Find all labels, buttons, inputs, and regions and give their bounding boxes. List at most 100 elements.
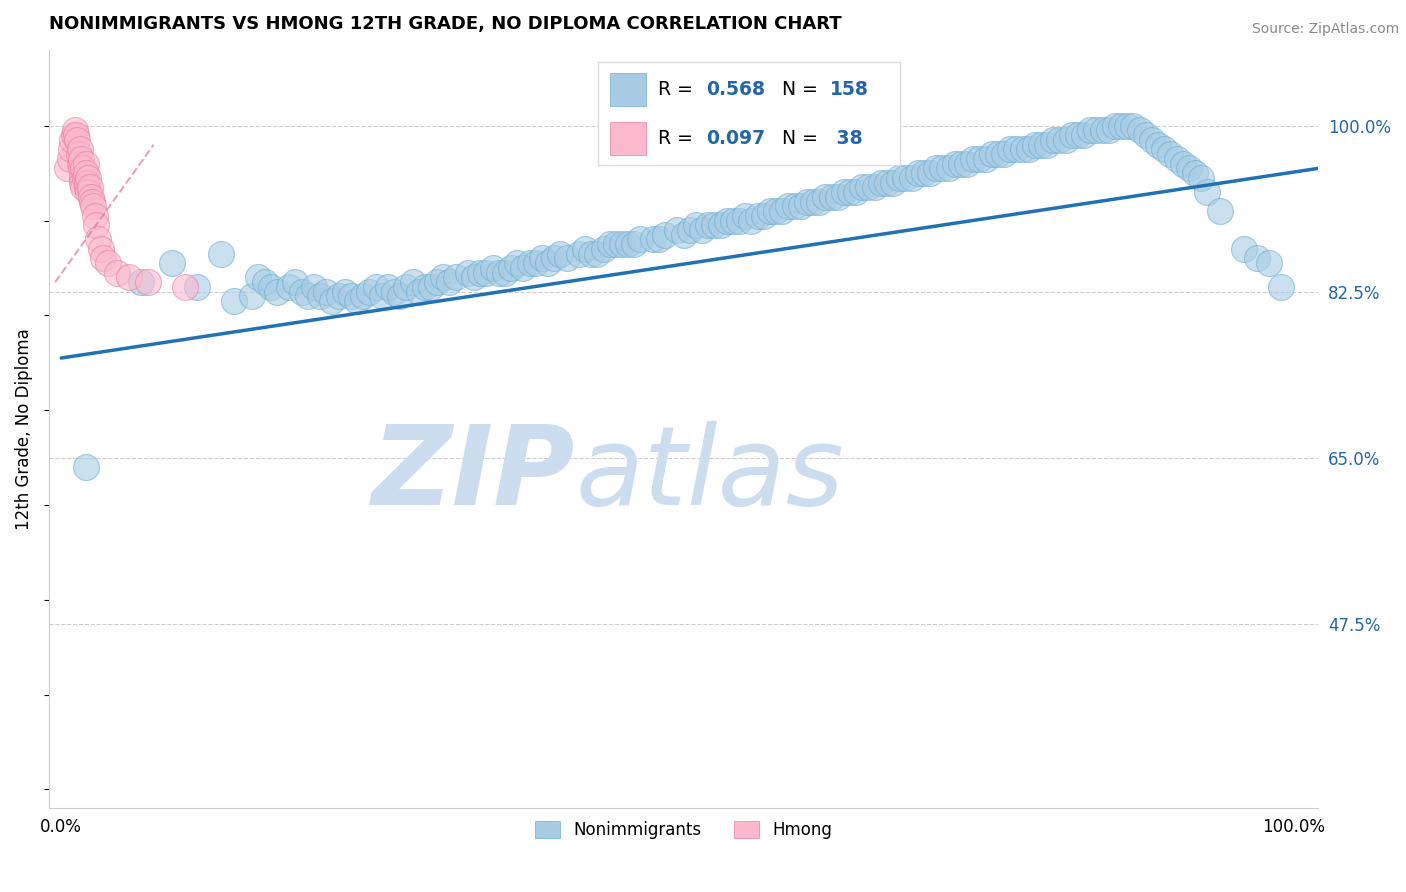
- Point: [284, 275, 307, 289]
- Point: [382, 285, 405, 299]
- Point: [90, 242, 112, 256]
- Point: [605, 237, 627, 252]
- Point: [76, 176, 98, 190]
- Text: R =: R =: [658, 128, 693, 148]
- Point: [993, 147, 1015, 161]
- Text: atlas: atlas: [575, 421, 845, 528]
- Point: [377, 280, 399, 294]
- Text: NONIMMIGRANTS VS HMONG 12TH GRADE, NO DIPLOMA CORRELATION CHART: NONIMMIGRANTS VS HMONG 12TH GRADE, NO DI…: [49, 15, 842, 33]
- Point: [346, 294, 368, 309]
- Point: [550, 246, 572, 260]
- Point: [253, 275, 276, 289]
- Point: [1171, 156, 1194, 170]
- Point: [858, 180, 880, 194]
- Point: [84, 219, 107, 233]
- Point: [690, 223, 713, 237]
- Point: [1060, 128, 1083, 143]
- Point: [69, 142, 91, 156]
- Point: [501, 260, 523, 275]
- Text: 158: 158: [831, 79, 869, 99]
- Point: [863, 180, 886, 194]
- Point: [266, 285, 288, 299]
- Point: [1258, 256, 1281, 270]
- Point: [851, 180, 873, 194]
- Legend: Nonimmigrants, Hmong: Nonimmigrants, Hmong: [529, 814, 839, 846]
- Point: [426, 275, 449, 289]
- Point: [60, 133, 83, 147]
- Point: [359, 285, 381, 299]
- Point: [370, 289, 392, 303]
- Point: [1091, 123, 1114, 137]
- Text: ZIP: ZIP: [373, 421, 575, 528]
- Point: [401, 275, 423, 289]
- Point: [900, 170, 922, 185]
- Point: [586, 246, 609, 260]
- Point: [630, 232, 652, 246]
- Point: [72, 180, 94, 194]
- Point: [1233, 242, 1256, 256]
- Point: [364, 280, 387, 294]
- Point: [845, 185, 868, 199]
- Point: [925, 161, 948, 176]
- Point: [173, 280, 195, 294]
- Point: [1042, 133, 1064, 147]
- Point: [666, 223, 689, 237]
- Point: [931, 161, 953, 176]
- Point: [278, 280, 301, 294]
- Point: [77, 185, 100, 199]
- Point: [408, 285, 430, 299]
- Point: [352, 289, 374, 303]
- Point: [1078, 123, 1101, 137]
- Point: [716, 213, 738, 227]
- Point: [1104, 119, 1126, 133]
- Point: [672, 227, 695, 242]
- Point: [1197, 185, 1219, 199]
- Point: [1189, 170, 1212, 185]
- Point: [65, 128, 87, 143]
- Point: [105, 266, 128, 280]
- Point: [1122, 119, 1144, 133]
- Point: [297, 289, 319, 303]
- Point: [1011, 142, 1033, 156]
- Point: [506, 256, 529, 270]
- Y-axis label: 12th Grade, No Diploma: 12th Grade, No Diploma: [15, 328, 32, 530]
- Bar: [610, 122, 645, 155]
- Point: [87, 232, 110, 246]
- Point: [75, 156, 97, 170]
- Point: [1085, 123, 1108, 137]
- Point: [654, 227, 676, 242]
- Point: [752, 209, 775, 223]
- Point: [247, 270, 270, 285]
- Point: [747, 209, 769, 223]
- Point: [240, 289, 263, 303]
- Text: R =: R =: [658, 79, 693, 99]
- Point: [131, 275, 153, 289]
- Point: [82, 199, 104, 213]
- Point: [512, 260, 534, 275]
- Point: [77, 170, 100, 185]
- Point: [1049, 133, 1071, 147]
- Bar: [610, 73, 645, 105]
- Point: [83, 209, 105, 223]
- Point: [59, 152, 82, 166]
- Point: [574, 242, 596, 256]
- Point: [260, 280, 283, 294]
- Point: [949, 156, 972, 170]
- Point: [1246, 252, 1268, 266]
- Point: [1029, 137, 1052, 152]
- Point: [475, 266, 498, 280]
- Point: [118, 270, 141, 285]
- Point: [956, 156, 979, 170]
- Point: [721, 213, 744, 227]
- Point: [894, 170, 917, 185]
- Point: [623, 237, 645, 252]
- Point: [889, 170, 911, 185]
- Point: [839, 185, 862, 199]
- Point: [73, 170, 96, 185]
- Point: [1018, 142, 1040, 156]
- Point: [1116, 119, 1139, 133]
- Point: [796, 194, 818, 209]
- Point: [1129, 123, 1152, 137]
- Point: [463, 270, 485, 285]
- Point: [814, 190, 837, 204]
